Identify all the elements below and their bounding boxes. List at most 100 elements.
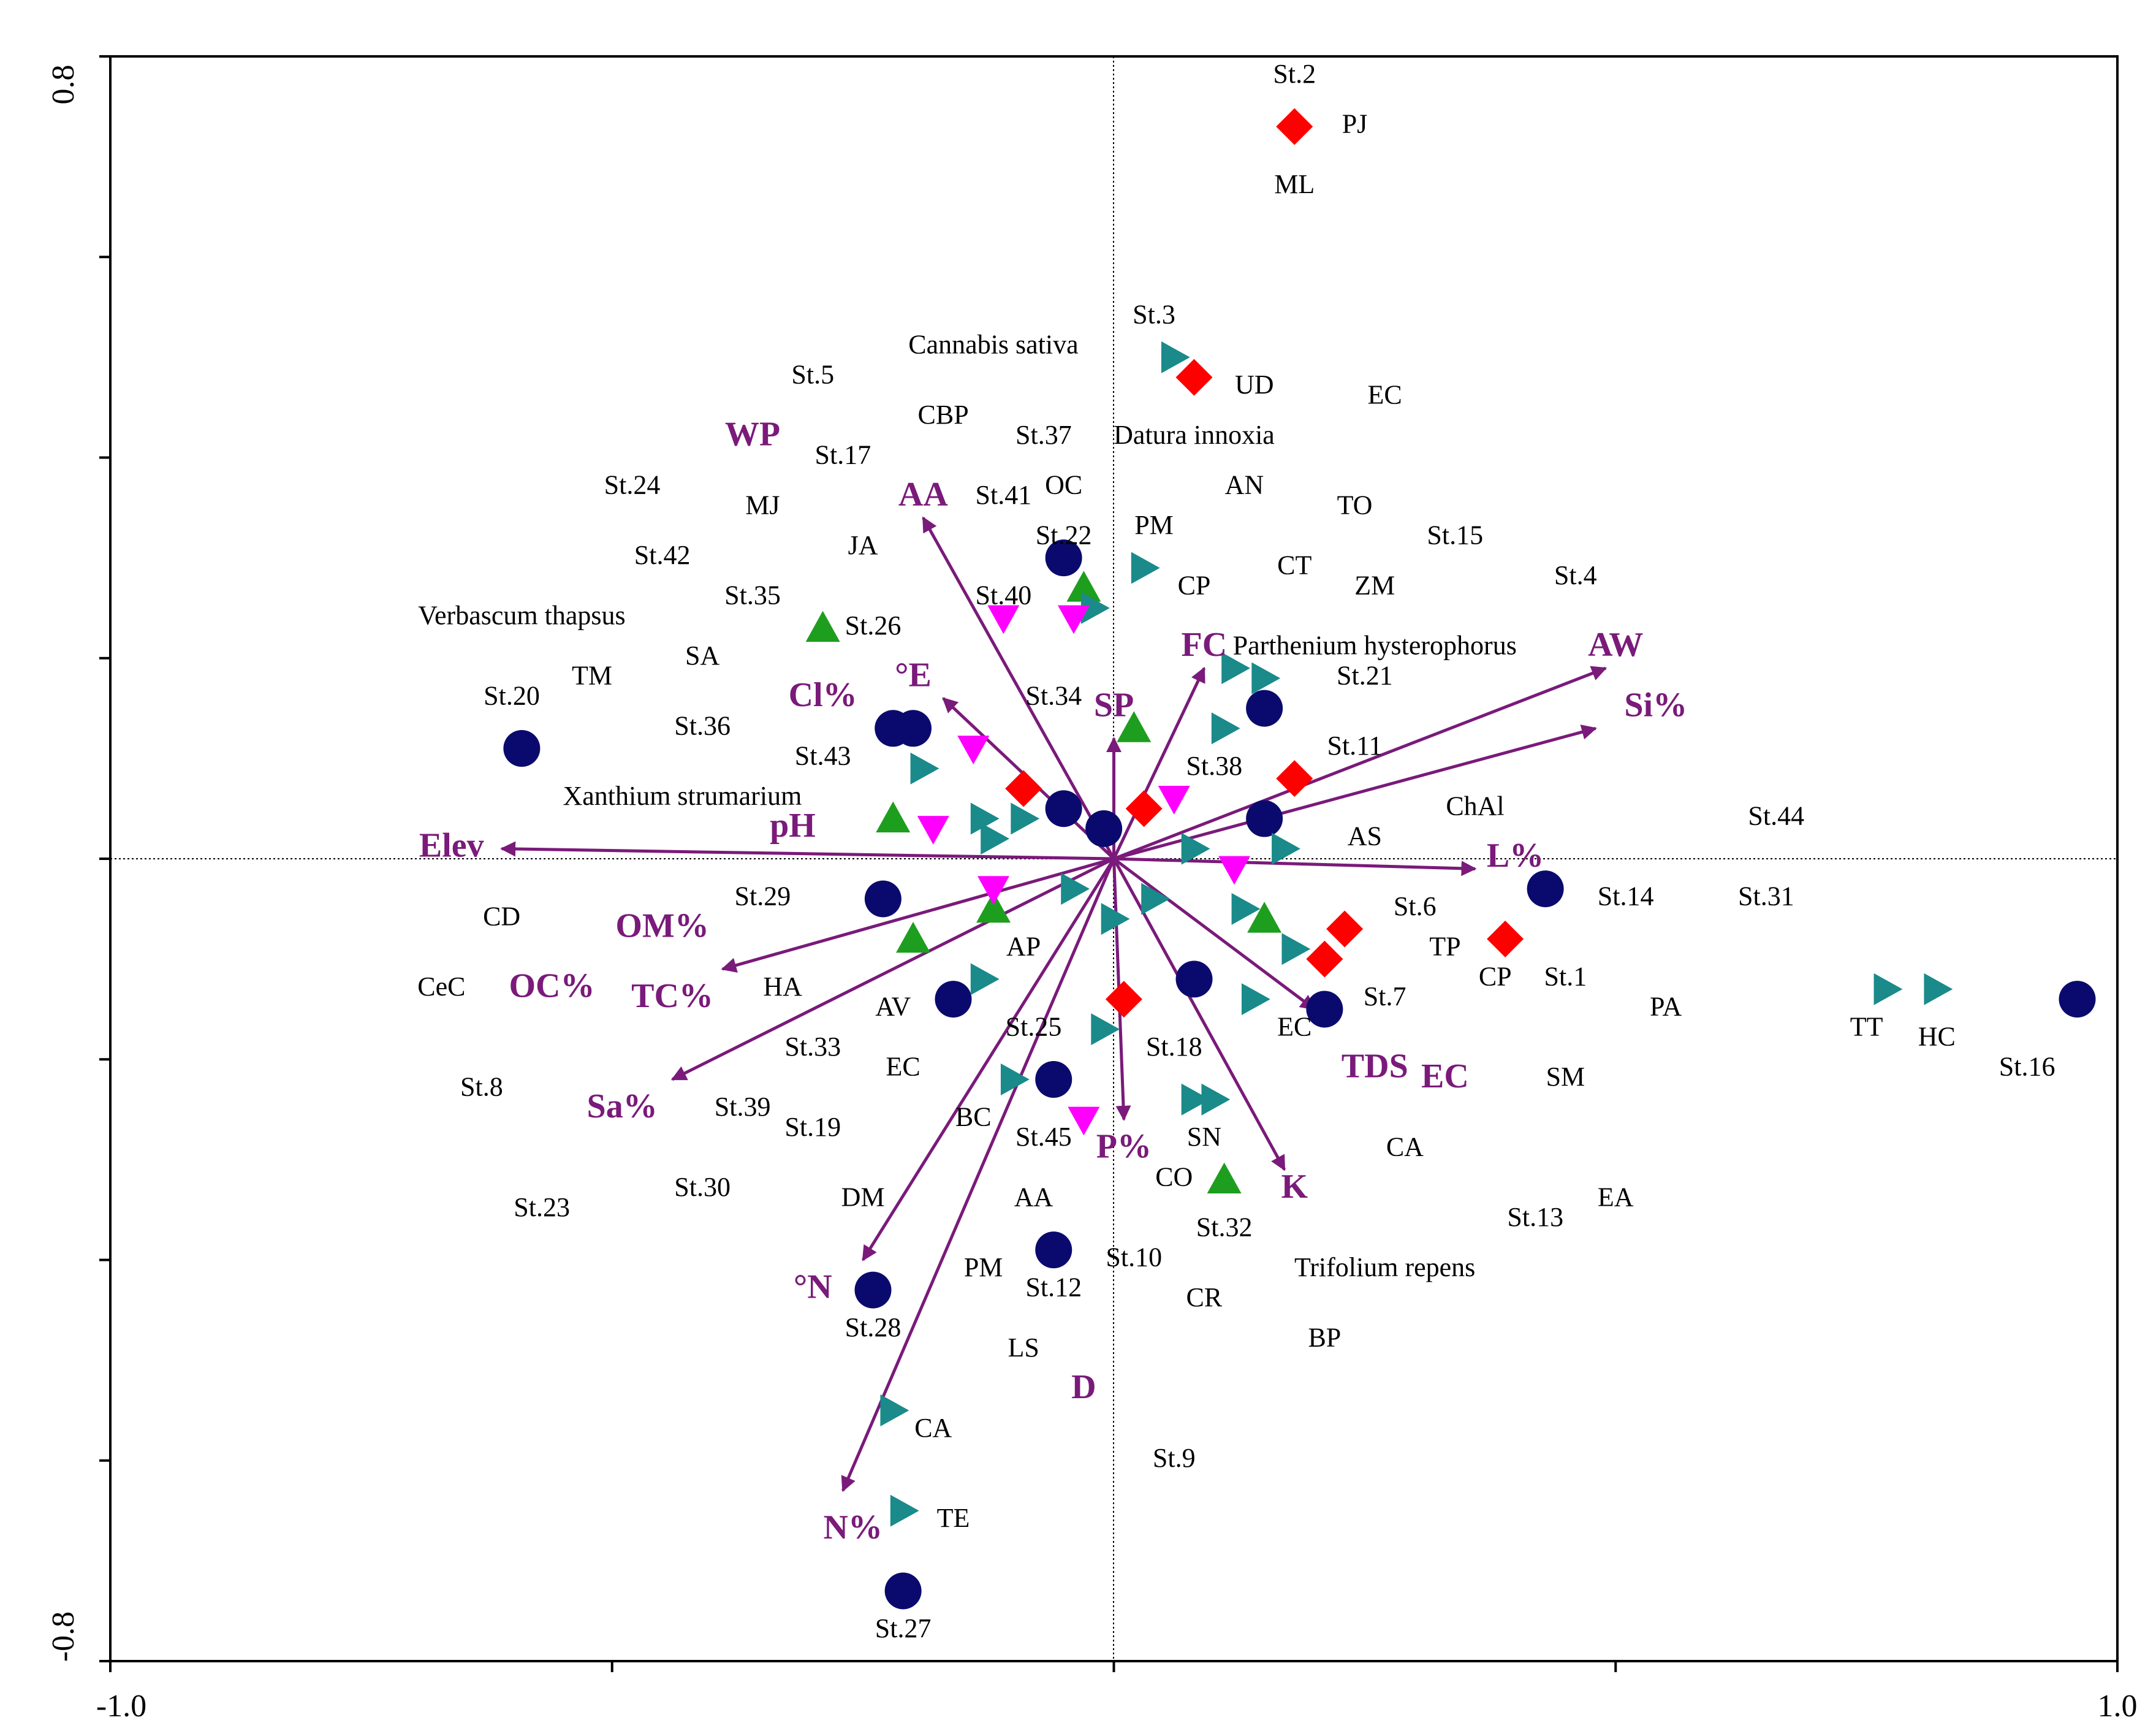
- station-label: St.8: [460, 1071, 503, 1101]
- station-point: [503, 730, 541, 767]
- species-label: AS: [1348, 821, 1382, 851]
- triangle-right-point: [1201, 1083, 1231, 1116]
- diamond-point: [1487, 920, 1524, 957]
- triangle-down-point: [1218, 856, 1250, 885]
- triangle-right-point: [1272, 832, 1300, 865]
- triangle-right-point: [1221, 652, 1250, 685]
- species-label: PM: [964, 1252, 1003, 1282]
- diamond-point: [1276, 760, 1313, 797]
- env-vector-arrow: [1113, 725, 1597, 861]
- envvar-label: pH: [770, 807, 816, 845]
- triangle-right-point: [1091, 1013, 1120, 1046]
- species-label: PM: [1134, 510, 1174, 540]
- species-label: TM: [572, 661, 612, 691]
- triangle-up-point: [976, 891, 1011, 923]
- triangle-right-point: [1873, 973, 1903, 1005]
- env-vector-arrow: [670, 857, 1115, 1081]
- env-vector-arrow: [500, 841, 1114, 861]
- triangle-right-point: [1281, 933, 1311, 965]
- station-label: St.39: [715, 1092, 771, 1122]
- station-label: St.10: [1106, 1242, 1162, 1273]
- station-point: [854, 1271, 892, 1309]
- station-label: St.45: [1015, 1122, 1072, 1152]
- envvar-label: AA: [898, 476, 948, 514]
- station-label: St.6: [1394, 891, 1437, 921]
- envvar-label: TDS: [1342, 1047, 1408, 1085]
- species-label: CT: [1277, 550, 1311, 580]
- station-label: St.26: [845, 611, 901, 641]
- station-label: St.28: [845, 1312, 901, 1342]
- station-point: [875, 710, 912, 747]
- x-tick-label-min: -1.0: [96, 1689, 146, 1724]
- env-vector-arrow: [1114, 857, 1477, 877]
- triangle-right-point: [1101, 903, 1130, 935]
- x-tick-label-max: 1.0: [2098, 1689, 2138, 1724]
- envvar-label: P%: [1096, 1127, 1152, 1165]
- station-label: St.25: [1006, 1011, 1062, 1041]
- species-label: EC: [1277, 1011, 1311, 1041]
- species-label: UD: [1235, 370, 1274, 400]
- species-label: CP: [1479, 961, 1512, 991]
- envvar-label: Elev: [419, 826, 484, 864]
- triangle-right-point: [910, 752, 939, 785]
- species-label: AV: [875, 992, 911, 1022]
- station-label: St.42: [634, 540, 691, 570]
- diamond-point: [1276, 108, 1313, 145]
- station-label: St.5: [791, 360, 834, 390]
- envvar-label: EC: [1421, 1057, 1469, 1095]
- diamond-point: [1175, 359, 1213, 396]
- envvar-label: Si%: [1624, 686, 1687, 724]
- station-point: [1035, 1231, 1072, 1269]
- station-label: St.31: [1738, 881, 1794, 911]
- station-label: St.34: [1025, 680, 1082, 710]
- station-label: St.27: [875, 1613, 932, 1643]
- point-labels: St.2 PJ ML St.3 Cannabis sativa UD EC St.5 CBP St…: [417, 59, 2055, 1643]
- station-label: St.35: [724, 580, 781, 611]
- sample-points: [503, 108, 2096, 1610]
- station-label: St.33: [784, 1032, 841, 1062]
- envvar-label: N%: [824, 1508, 883, 1546]
- species-label: TT: [1850, 1011, 1883, 1041]
- station-point: [1085, 810, 1123, 847]
- triangle-right-point: [1211, 712, 1240, 745]
- env-vector-arrow: [1113, 666, 1608, 861]
- triangle-up-point: [876, 801, 911, 832]
- species-label: PJ: [1342, 109, 1368, 139]
- station-label: St.22: [1036, 520, 1092, 550]
- station-label: St.37: [1015, 420, 1072, 450]
- species-label: CA: [914, 1413, 952, 1443]
- triangle-right-point: [1181, 1083, 1210, 1116]
- species-label: Datura innoxia: [1114, 420, 1275, 450]
- species-label: SA: [685, 641, 719, 671]
- species-label: Verbascum thapsus: [418, 600, 626, 630]
- species-label: JA: [848, 530, 878, 560]
- station-label: St.36: [674, 710, 731, 740]
- diamond-point: [1105, 981, 1142, 1018]
- station-point: [884, 1572, 922, 1610]
- triangle-right-point: [1924, 973, 1953, 1005]
- envvar-label: SP: [1094, 686, 1134, 724]
- station-label: St.16: [1999, 1052, 2055, 1082]
- species-label: CA: [1386, 1132, 1424, 1162]
- species-label: Cannabis sativa: [908, 330, 1078, 360]
- env-vector-arrow: [862, 858, 1115, 1261]
- triangle-right-point: [1141, 883, 1170, 915]
- species-label: PA: [1650, 992, 1682, 1022]
- triangle-right-point: [1181, 832, 1210, 865]
- station-label: St.18: [1146, 1032, 1202, 1062]
- station-point: [1045, 539, 1082, 577]
- species-label: CBP: [918, 400, 969, 430]
- station-point: [864, 880, 901, 918]
- env-vector-arrow: [1113, 857, 1316, 1011]
- triangle-right-point: [970, 802, 1000, 835]
- species-label: BP: [1308, 1322, 1341, 1352]
- triangle-down-point: [917, 816, 949, 845]
- station-label: St.9: [1153, 1443, 1196, 1473]
- triangle-right-point: [880, 1394, 909, 1426]
- species-label: CP: [1178, 570, 1211, 600]
- station-point: [1045, 790, 1082, 827]
- species-label: TE: [937, 1503, 970, 1533]
- triangle-right-point: [890, 1494, 919, 1527]
- species-label: Xanthium strumarium: [563, 781, 802, 811]
